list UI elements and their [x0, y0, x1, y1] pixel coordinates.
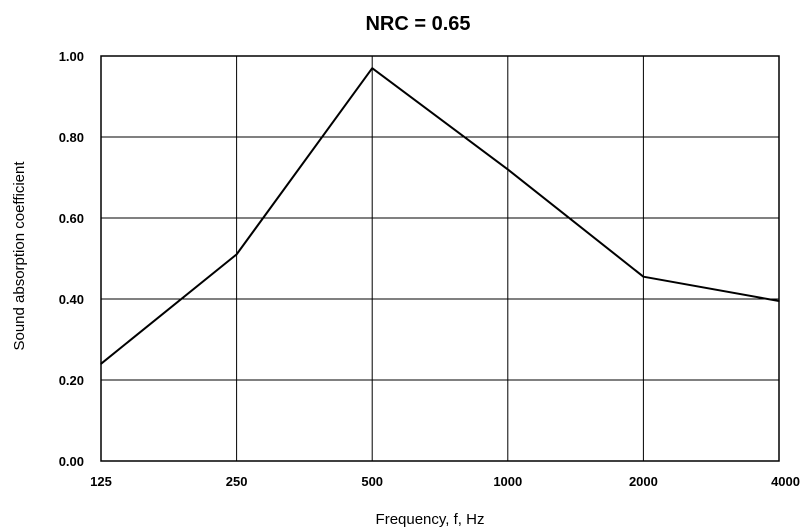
y-tick-label: 0.40 — [59, 292, 84, 307]
data-point — [371, 67, 374, 69]
y-tick-labels: 0.00 0.20 0.40 0.60 0.80 1.00 — [59, 49, 84, 469]
x-tick-label: 2000 — [629, 474, 658, 489]
x-tick-label: 4000 — [771, 474, 800, 489]
y-axis-label: Sound absorption coefficient — [11, 161, 28, 351]
x-tick-label: 250 — [226, 474, 248, 489]
x-tick-label: 1000 — [493, 474, 522, 489]
y-tick-label: 1.00 — [59, 49, 84, 64]
data-point — [235, 253, 238, 256]
x-axis-label: Frequency, f, Hz — [376, 511, 485, 528]
y-tick-label: 0.20 — [59, 373, 84, 388]
plot-area-frame — [100, 55, 780, 462]
y-tick-label: 0.00 — [59, 454, 84, 469]
y-tick-label: 0.80 — [59, 130, 84, 145]
x-tick-label: 500 — [361, 474, 383, 489]
data-point — [642, 275, 645, 278]
x-tick-label: 125 — [90, 474, 112, 489]
chart-title: NRC = 0.65 — [365, 13, 470, 35]
series-line — [100, 67, 780, 365]
data-point — [507, 168, 509, 171]
x-tick-labels: 125 250 500 1000 2000 4000 — [90, 474, 800, 489]
grid — [100, 55, 780, 462]
data-point — [778, 300, 780, 302]
data-point — [100, 363, 102, 365]
y-tick-label: 0.60 — [59, 211, 84, 226]
series-layer — [100, 67, 780, 365]
